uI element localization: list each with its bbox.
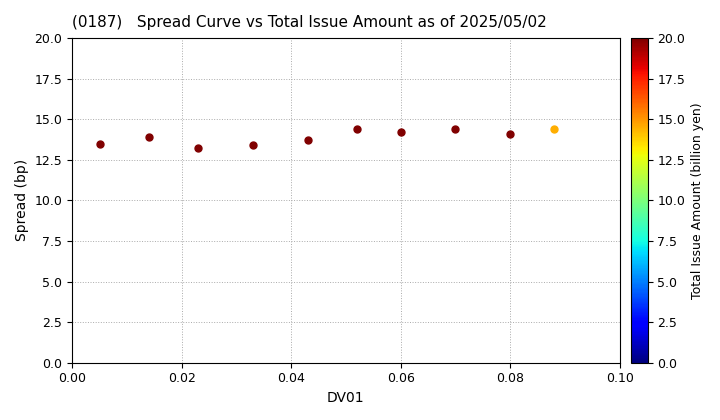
Y-axis label: Total Issue Amount (billion yen): Total Issue Amount (billion yen) [690, 102, 703, 299]
Point [94, 140, 105, 147]
Point [548, 126, 559, 132]
Point [505, 131, 516, 137]
Point [192, 145, 204, 152]
Text: (0187)   Spread Curve vs Total Issue Amount as of 2025/05/02: (0187) Spread Curve vs Total Issue Amoun… [72, 15, 547, 30]
Point [302, 137, 313, 144]
Point [143, 134, 155, 140]
Y-axis label: Spread (bp): Spread (bp) [15, 159, 29, 242]
Point [450, 126, 462, 132]
X-axis label: DV01: DV01 [327, 391, 365, 405]
Point [395, 129, 406, 136]
Point [351, 126, 363, 132]
Point [247, 142, 258, 149]
